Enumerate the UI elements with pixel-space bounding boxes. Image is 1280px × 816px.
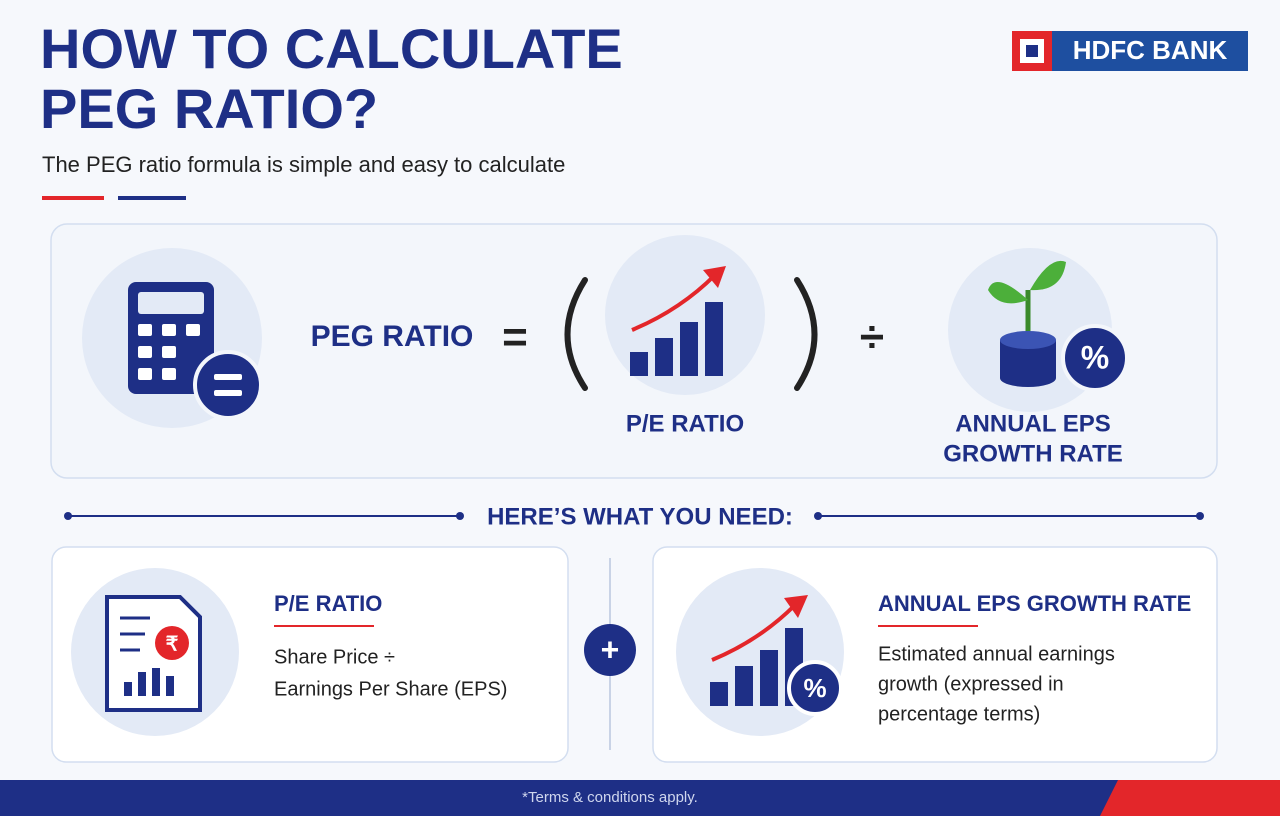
- equals-sign: =: [502, 313, 528, 362]
- card-text: Share Price ÷: [274, 646, 395, 668]
- growth-icon: %: [948, 248, 1129, 412]
- divider-dot: [456, 512, 464, 520]
- numerator-label: P/E RATIO: [626, 410, 744, 437]
- accent-red: [42, 196, 104, 200]
- section-heading: HERE’S WHAT YOU NEED:: [487, 503, 793, 530]
- divider-dot: [64, 512, 72, 520]
- title-line: PEG RATIO?: [40, 77, 378, 140]
- logo: HDFC BANK: [1012, 31, 1248, 71]
- card-underline: [274, 625, 374, 627]
- paren-open: [564, 277, 588, 391]
- plus-circle: [584, 624, 636, 676]
- card-title: P/E RATIO: [274, 591, 382, 616]
- document-icon: ₹: [71, 568, 239, 736]
- paren-close: [794, 277, 818, 391]
- divider-dot: [814, 512, 822, 520]
- plus-sign: +: [601, 631, 620, 667]
- accent-navy: [118, 196, 186, 200]
- card-title: ANNUAL EPS GROWTH RATE: [878, 591, 1191, 616]
- growth-chart-icon: %: [676, 568, 844, 736]
- rupee-icon: ₹: [166, 633, 179, 655]
- card-text: Earnings Per Share (EPS): [274, 678, 507, 700]
- footer-bar: [0, 780, 1280, 816]
- percent-icon: %: [1081, 339, 1109, 375]
- divide-sign: ÷: [860, 313, 884, 362]
- card-text: growth (expressed in: [878, 673, 1064, 695]
- denominator-label: GROWTH RATE: [943, 440, 1123, 467]
- logo-text: HDFC BANK: [1073, 35, 1228, 65]
- denominator-label: ANNUAL EPS: [955, 410, 1111, 437]
- calculator-icon: [82, 248, 263, 428]
- card-text: Estimated annual earnings: [878, 643, 1115, 665]
- title-line: HOW TO CALCULATE: [40, 17, 623, 80]
- percent-icon: %: [803, 673, 826, 703]
- pe-chart-icon: [605, 235, 765, 395]
- subtitle: The PEG ratio formula is simple and easy…: [42, 152, 565, 177]
- card-underline: [878, 625, 978, 627]
- formula-left: PEG RATIO: [311, 320, 474, 353]
- divider-dot: [1196, 512, 1204, 520]
- footer-accent: [1100, 780, 1280, 816]
- card-text: percentage terms): [878, 703, 1040, 725]
- footer-text: *Terms & conditions apply.: [522, 789, 698, 806]
